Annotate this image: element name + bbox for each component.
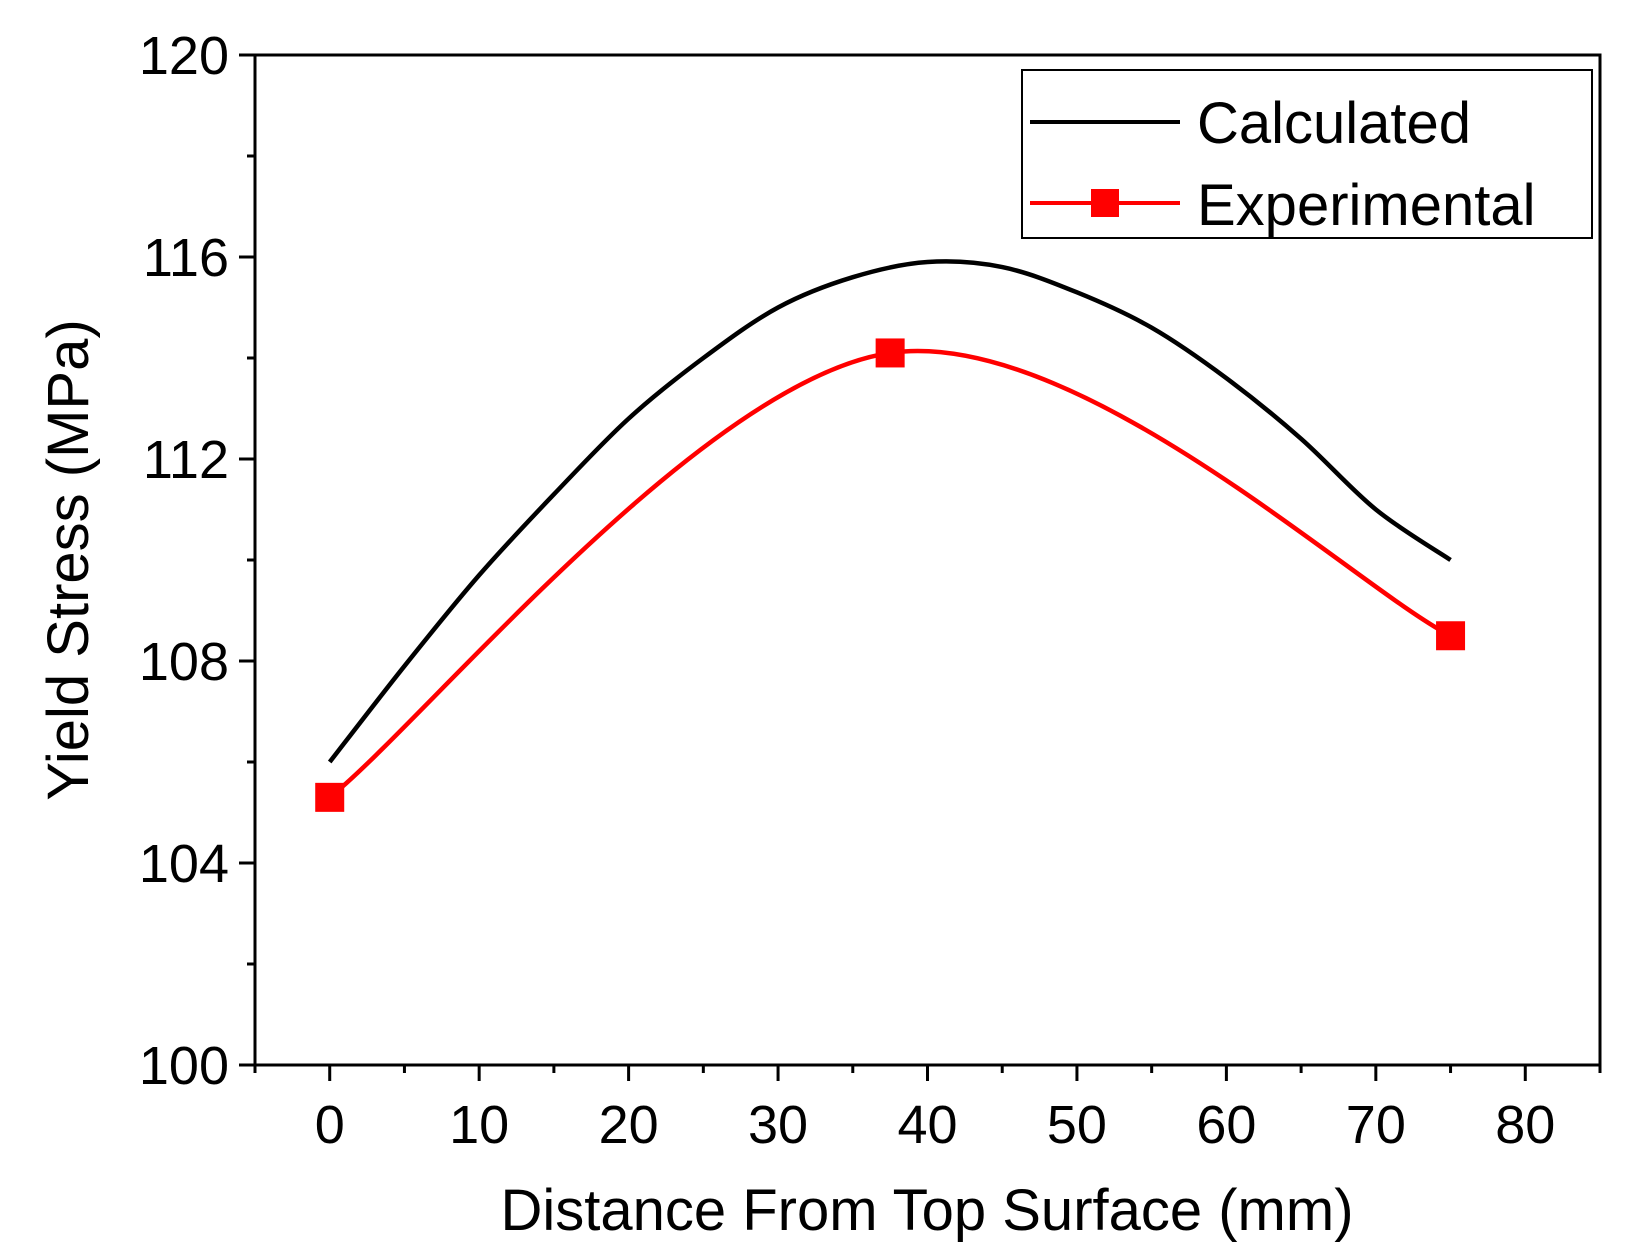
legend-marker-experimental <box>1091 189 1119 217</box>
y-axis: 100 104 108 112 116 120 <box>139 26 255 1096</box>
x-tick-label: 60 <box>1196 1095 1256 1155</box>
x-tick-label: 30 <box>748 1095 808 1155</box>
x-axis: 0 10 20 30 40 50 60 70 80 <box>253 1065 1602 1155</box>
legend-label-calculated: Calculated <box>1197 91 1471 156</box>
y-tick-label: 108 <box>139 632 229 692</box>
series-line-calculated <box>327 259 1452 764</box>
x-tick-label: 20 <box>599 1095 659 1155</box>
series-layer <box>315 259 1466 812</box>
y-tick-label: 100 <box>139 1036 229 1096</box>
x-tick-label: 0 <box>315 1095 345 1155</box>
y-axis-title: Yield Stress (MPa) <box>36 319 101 800</box>
y-tick-label: 112 <box>143 430 229 490</box>
data-point-experimental <box>1436 621 1466 651</box>
x-tick-label: 10 <box>449 1095 509 1155</box>
y-tick-label: 116 <box>143 228 229 288</box>
series-line-experimental <box>328 348 1452 800</box>
data-point-experimental <box>315 782 345 812</box>
data-point-experimental <box>875 338 905 368</box>
y-tick-label: 104 <box>139 834 229 894</box>
x-tick-label: 40 <box>897 1095 957 1155</box>
x-tick-label: 50 <box>1047 1095 1107 1155</box>
x-axis-title: Distance From Top Surface (mm) <box>500 1178 1353 1243</box>
y-tick-label: 120 <box>139 26 229 86</box>
x-tick-label: 80 <box>1495 1095 1555 1155</box>
legend: Calculated Experimental <box>1021 69 1593 239</box>
legend-label-experimental: Experimental <box>1197 173 1535 238</box>
x-tick-label: 70 <box>1346 1095 1406 1155</box>
